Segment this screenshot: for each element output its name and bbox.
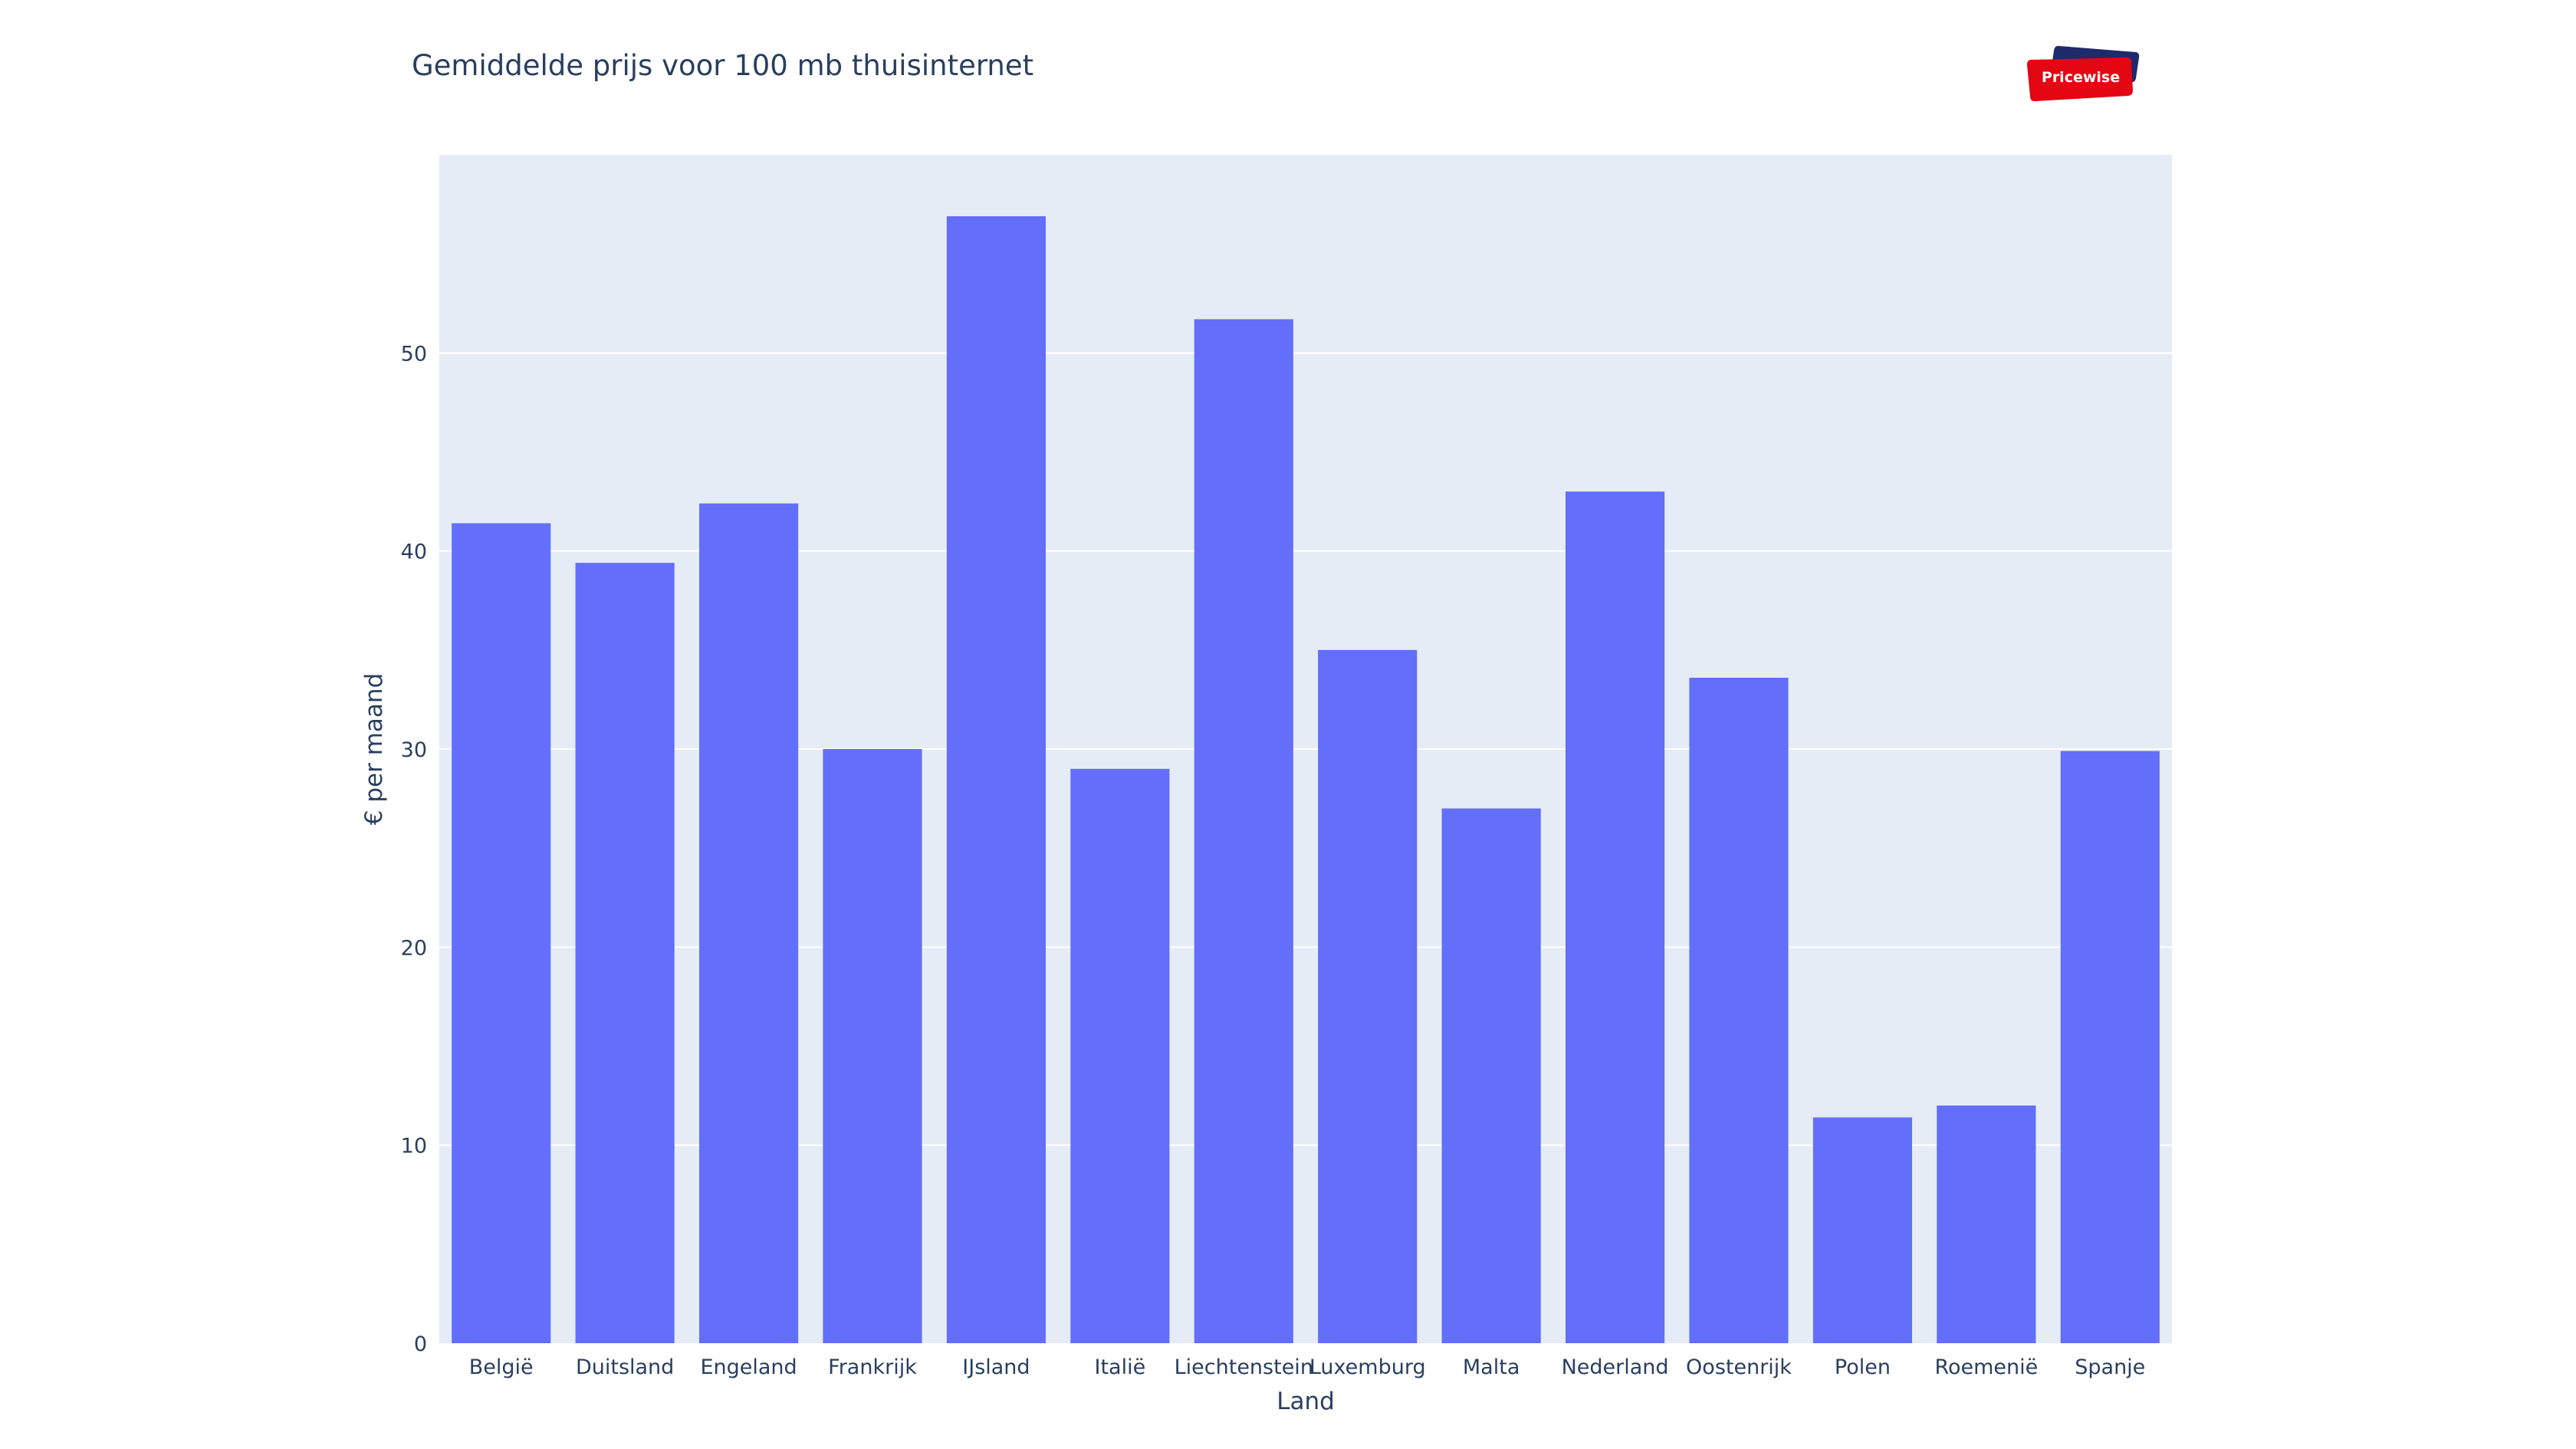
y-axis-title: € per maand [360,673,388,825]
y-tick-label: 0 [414,1332,427,1356]
y-tick-label: 10 [401,1135,427,1158]
x-tick-label: België [469,1355,534,1379]
pricewise-logo: Pricewise [2024,43,2154,104]
x-tick-label: Italië [1094,1355,1145,1379]
x-tick-label: Polen [1835,1355,1891,1379]
bar [1318,649,1418,1343]
x-tick-label: Oostenrijk [1686,1355,1792,1379]
x-axis-title: Land [1276,1388,1335,1415]
x-tick-label: Frankrijk [828,1355,917,1379]
bar [1070,768,1170,1343]
x-tick-label: Liechtenstein [1175,1355,1313,1379]
logo-front-card [2027,58,2133,101]
pricewise-logo-icon: Pricewise [2027,45,2140,101]
x-tick-label: Nederland [1562,1355,1669,1379]
bar [1689,678,1789,1343]
bar [823,749,922,1343]
bar [1937,1106,2036,1343]
x-tick-label: IJsland [962,1355,1030,1379]
x-tick-label: Luxemburg [1309,1355,1426,1379]
chart-title: Gemiddelde prijs voor 100 mb thuisintern… [412,49,1034,82]
bar [2060,751,2160,1343]
bar [1441,808,1541,1343]
x-tick-label: Roemenië [1934,1355,2038,1379]
bar [1812,1117,1912,1343]
bar [946,216,1046,1343]
bar [699,503,799,1343]
y-tick-label: 20 [401,936,427,960]
x-tick-label: Engeland [700,1355,797,1379]
x-tick-label: Duitsland [576,1355,674,1379]
y-tick-label: 50 [401,342,427,366]
x-tick-label: Spanje [2075,1355,2145,1379]
logo-text: Pricewise [2042,69,2120,86]
y-tick-label: 30 [401,738,427,762]
x-tick-label: Malta [1463,1355,1520,1379]
bar [575,563,675,1343]
y-tick-label: 40 [401,540,427,564]
bar [1566,491,1665,1343]
bar [452,523,551,1343]
bar [1194,319,1293,1344]
